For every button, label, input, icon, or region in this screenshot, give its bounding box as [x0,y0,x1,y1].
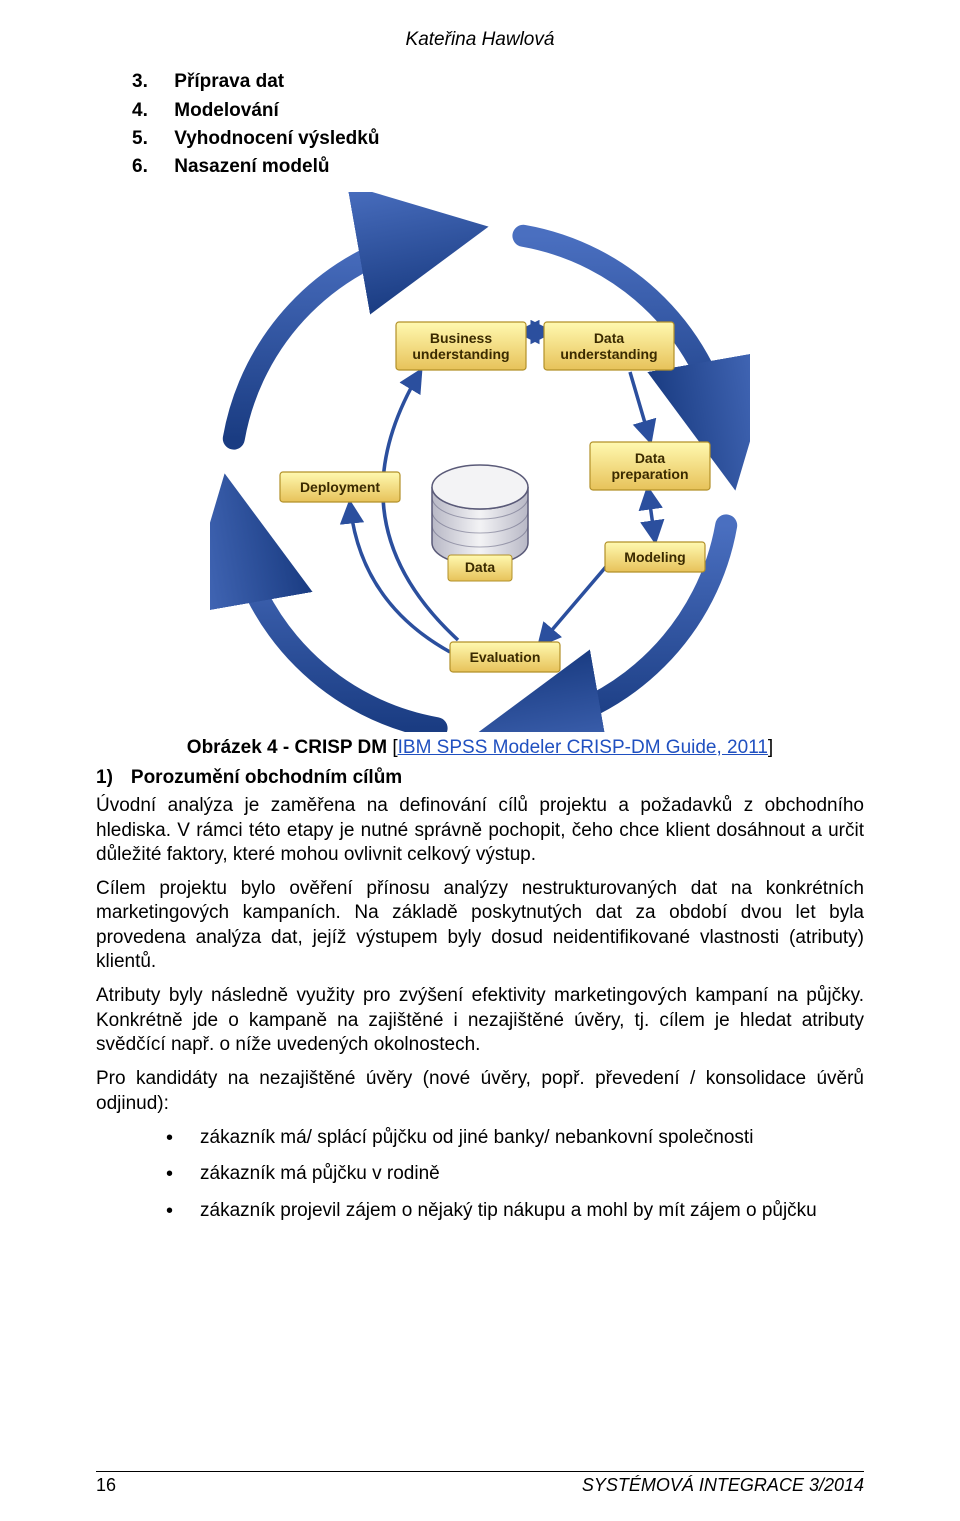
list-item-text: Nasazení modelů [174,156,329,177]
list-item: 3. Příprava dat [96,70,864,94]
list-item-text: Příprava dat [174,71,284,92]
list-item: 6. Nasazení modelů [96,155,864,179]
page-number: 16 [96,1474,116,1497]
subhead-num: 1) [96,766,113,790]
data-cylinder: Data [432,465,528,581]
list-item-text: Vyhodnocení výsledků [174,128,379,149]
figure-caption: Obrázek 4 - CRISP DM [IBM SPSS Modeler C… [96,736,864,760]
bullet-item: zákazník má/ splácí půjčku od jiné banky… [166,1126,864,1150]
caption-bold: Obrázek 4 - CRISP DM [187,737,387,758]
svg-text:Business: Business [430,330,492,346]
node-data_prep: Datapreparation [590,442,710,490]
list-item: 4. Modelování [96,99,864,123]
para-2: Cílem projektu bylo ověření přínosu anal… [96,877,864,974]
svg-text:Data: Data [465,559,496,575]
svg-text:preparation: preparation [611,466,688,482]
page-footer: 16 SYSTÉMOVÁ INTEGRACE 3/2014 [96,1471,864,1497]
list-item: 5. Vyhodnocení výsledků [96,127,864,151]
para-3: Atributy byly následně využity pro zvýše… [96,984,864,1057]
bullet-item: zákazník má půjčku v rodině [166,1162,864,1186]
list-item-num: 5. [132,128,148,149]
bullet-item: zákazník projevil zájem o nějaký tip nák… [166,1199,864,1223]
node-deployment: Deployment [280,472,400,502]
para-4: Pro kandidáty na nezajištěné úvěry (nové… [96,1067,864,1116]
node-modeling: Modeling [605,542,705,572]
node-data_und: Dataunderstanding [544,322,674,370]
node-business: Businessunderstanding [396,322,526,370]
node-evaluation: Evaluation [450,642,560,672]
caption-close: ] [768,737,773,758]
numbered-list: 3. Příprava dat 4. Modelování 5. Vyhodno… [96,70,864,179]
subhead-text: Porozumění obchodním cílům [131,766,402,790]
svg-text:Deployment: Deployment [300,479,380,495]
journal-ref: SYSTÉMOVÁ INTEGRACE 3/2014 [582,1474,864,1497]
crisp-dm-diagram: Data BusinessunderstandingDataunderstand… [210,192,750,732]
bullet-list: zákazník má/ splácí půjčku od jiné banky… [96,1126,864,1223]
svg-text:understanding: understanding [560,346,657,362]
list-item-num: 6. [132,156,148,177]
caption-open: [ [387,737,398,758]
svg-text:understanding: understanding [412,346,509,362]
section-subhead: 1) Porozumění obchodním cílům [96,766,864,790]
page: Kateřina Hawlová 3. Příprava dat 4. Mode… [0,0,960,1521]
list-item-text: Modelování [174,100,279,121]
svg-text:Data: Data [635,450,666,466]
svg-text:Data: Data [594,330,625,346]
svg-text:Modeling: Modeling [624,549,685,565]
list-item-num: 3. [132,71,148,92]
running-head: Kateřina Hawlová [96,28,864,52]
svg-text:Evaluation: Evaluation [470,649,541,665]
para-1: Úvodní analýza je zaměřena na definování… [96,794,864,867]
list-item-num: 4. [132,100,148,121]
caption-link[interactable]: IBM SPSS Modeler CRISP-DM Guide, 2011 [398,737,768,758]
